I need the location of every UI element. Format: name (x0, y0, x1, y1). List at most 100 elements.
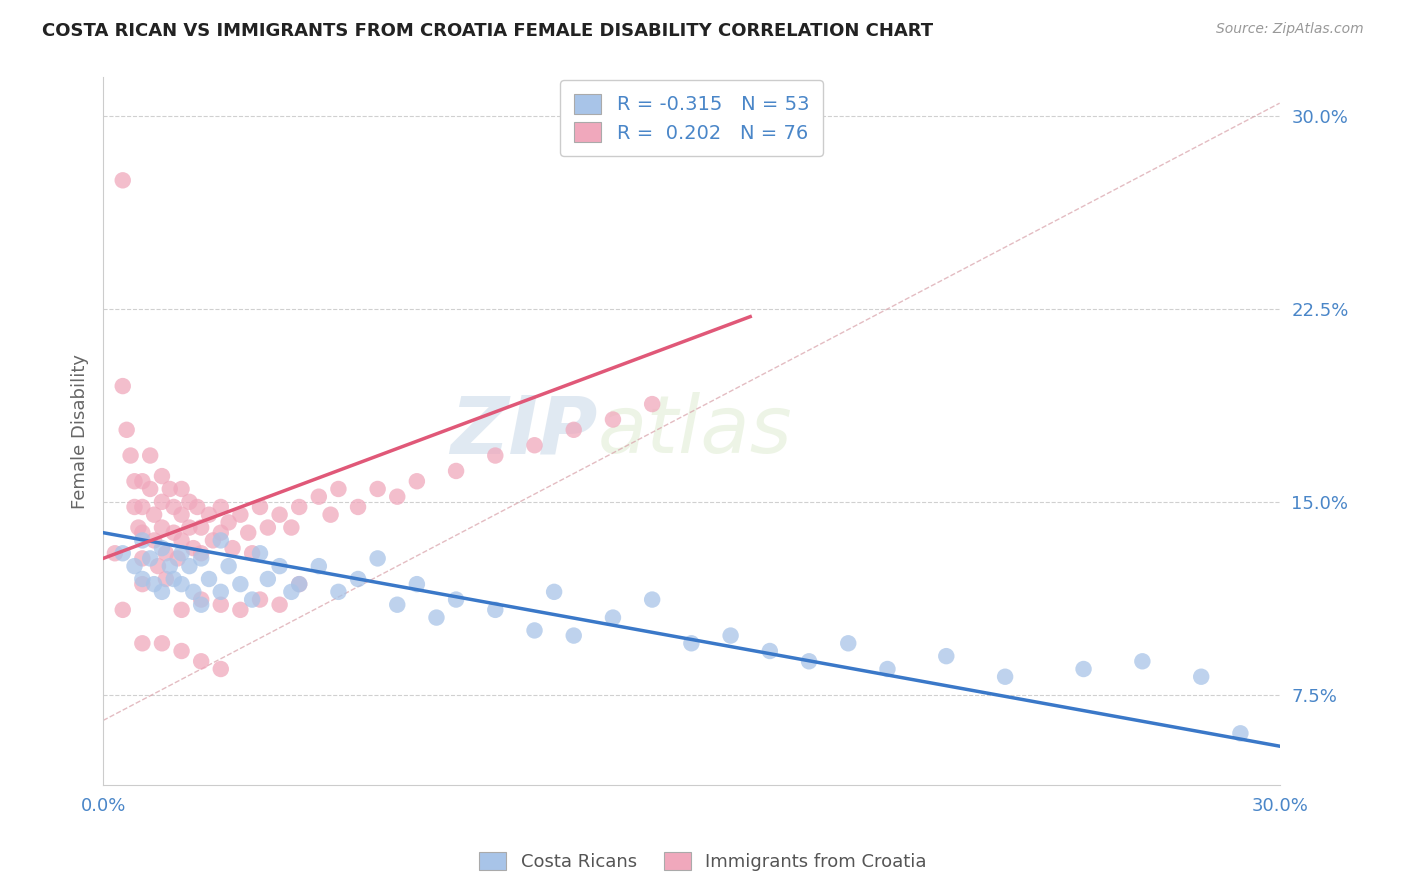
Point (387, 598, 409, 612)
Point (405, 475, 427, 489)
Point (367, 482, 389, 496)
Point (139, 482, 162, 496)
Point (131, 475, 153, 489)
Point (190, 546, 212, 560)
Point (269, 508, 291, 522)
Point (249, 592, 271, 607)
Point (143, 533, 166, 548)
Point (543, 585, 565, 599)
Point (240, 546, 263, 560)
Point (170, 603, 193, 617)
Point (186, 500, 208, 514)
Point (198, 572, 221, 586)
Point (170, 508, 193, 522)
Point (288, 577, 311, 591)
Point (198, 508, 221, 522)
Point (256, 572, 278, 586)
Point (115, 423, 138, 437)
Point (170, 533, 193, 548)
Point (150, 520, 173, 534)
Point (124, 500, 146, 514)
Point (484, 449, 506, 463)
Point (759, 644, 782, 658)
Point (127, 520, 149, 534)
Point (367, 551, 389, 566)
Point (201, 533, 224, 548)
Point (190, 520, 212, 534)
Point (797, 654, 820, 668)
Text: atlas: atlas (598, 392, 792, 470)
Point (209, 525, 232, 540)
Point (249, 546, 271, 560)
Point (150, 636, 173, 650)
Point (150, 541, 173, 555)
Point (209, 662, 232, 676)
Point (1229, 726, 1251, 740)
Point (209, 585, 232, 599)
Legend: Costa Ricans, Immigrants from Croatia: Costa Ricans, Immigrants from Croatia (472, 845, 934, 879)
Point (523, 624, 546, 638)
Point (288, 500, 311, 514)
Point (190, 551, 212, 566)
Y-axis label: Female Disability: Female Disability (72, 353, 89, 508)
Point (183, 541, 205, 555)
Point (170, 546, 193, 560)
Point (104, 546, 127, 560)
Point (170, 482, 193, 496)
Point (837, 636, 859, 650)
Point (170, 644, 193, 658)
Point (131, 525, 153, 540)
Point (143, 508, 166, 522)
Point (218, 516, 240, 530)
Point (229, 508, 252, 522)
Point (308, 559, 330, 574)
Point (159, 482, 181, 496)
Point (444, 592, 467, 607)
Point (209, 598, 232, 612)
Point (405, 577, 427, 591)
Point (1073, 662, 1095, 676)
Point (111, 603, 134, 617)
Point (238, 525, 260, 540)
Point (602, 610, 624, 624)
Point (876, 662, 898, 676)
Point (387, 490, 409, 504)
Point (280, 520, 302, 534)
Point (131, 500, 153, 514)
Point (328, 482, 350, 496)
Point (150, 495, 173, 509)
Point (155, 546, 177, 560)
Point (720, 629, 742, 643)
Point (425, 610, 447, 624)
Point (139, 449, 162, 463)
Point (240, 592, 263, 607)
Point (163, 500, 186, 514)
Point (1189, 670, 1212, 684)
Point (139, 551, 162, 566)
Point (602, 412, 624, 426)
Point (150, 585, 173, 599)
Point (131, 636, 153, 650)
Point (179, 495, 201, 509)
Point (562, 629, 585, 643)
Point (163, 572, 186, 586)
Point (124, 559, 146, 574)
Point (170, 577, 193, 591)
Point (269, 598, 291, 612)
Text: Source: ZipAtlas.com: Source: ZipAtlas.com (1216, 22, 1364, 37)
Point (190, 592, 212, 607)
Point (288, 577, 311, 591)
Point (641, 397, 664, 411)
Point (280, 585, 302, 599)
Point (146, 559, 169, 574)
Point (484, 603, 506, 617)
Point (347, 572, 370, 586)
Point (523, 438, 546, 452)
Point (209, 500, 232, 514)
Point (269, 559, 291, 574)
Point (131, 572, 153, 586)
Point (120, 449, 142, 463)
Point (1132, 654, 1154, 668)
Point (994, 670, 1017, 684)
Point (159, 559, 181, 574)
